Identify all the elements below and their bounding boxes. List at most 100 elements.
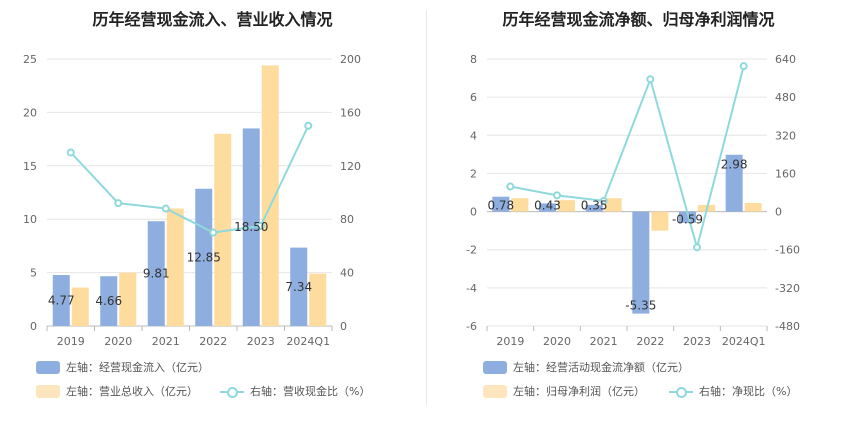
- chart-svg-left: 0 5 10 15 20 25 0 40 80 120 160 200 2019 2020 2021 2022…: [23, 53, 361, 348]
- y-left-tick-label: 20: [23, 106, 37, 119]
- ratio-point: [553, 191, 561, 200]
- y-left-tick-label: 0: [470, 206, 477, 219]
- ratio-line: [70, 125, 310, 234]
- legend-label: 右轴：净现比（%）: [699, 385, 798, 398]
- legend-label: 右轴：营收现金比（%）: [250, 385, 371, 398]
- bar-series-2: [511, 198, 529, 212]
- x-tick-label: 2020: [543, 335, 571, 348]
- y-right-tick-label: 640: [775, 53, 796, 66]
- bar-series-1: [539, 203, 556, 212]
- chart-panel-left: 历年经营现金流入、营业收入情况 0 5 10 15 20 25 0 40 80 120 160 200…: [23, 10, 370, 399]
- bar-data-label: 9.81: [143, 267, 170, 281]
- bar-series-2: [558, 200, 575, 212]
- y-right-tick-label: 0: [775, 206, 782, 219]
- y-left-tick-label: -6: [466, 320, 477, 333]
- y-right-tick-label: -480: [775, 320, 800, 333]
- bar-series-1: [492, 196, 510, 212]
- legend-swatch-line: [220, 385, 244, 398]
- x-tick-label: 2022: [636, 335, 664, 348]
- y-left-tick-label: 5: [30, 267, 37, 280]
- bar-series-2: [651, 211, 669, 231]
- ratio-point: [693, 243, 701, 252]
- bar-series-2: [604, 198, 622, 212]
- bar-series-1: [679, 211, 696, 223]
- ratio-point: [599, 196, 608, 205]
- y-left-tick-label: 10: [23, 213, 37, 226]
- y-right-tick-label: 80: [340, 213, 354, 226]
- bar-series-1: [52, 275, 70, 326]
- x-tick-label: 2019: [57, 335, 85, 348]
- y-left-tick-label: 4: [470, 129, 477, 142]
- ratio-point: [161, 204, 170, 213]
- ratio-point: [506, 182, 515, 191]
- bar-series-2: [744, 202, 762, 212]
- ratio-point: [66, 148, 75, 157]
- y-left-tick-label: 15: [23, 160, 37, 173]
- x-tick-label: 2024Q1: [286, 335, 330, 348]
- y-right-tick-label: 160: [340, 106, 361, 119]
- legend-label: 左轴：归母净利润（亿元）: [513, 385, 645, 398]
- y-right-tick-label: 120: [340, 160, 361, 173]
- y-right-tick-label: 200: [340, 53, 361, 66]
- bar-data-label: 7.34: [285, 280, 312, 294]
- legend-swatch-blue: [483, 360, 507, 374]
- ratio-point: [739, 62, 748, 71]
- bar-series-2: [261, 65, 279, 327]
- chart-title-right: 历年经营现金流净额、归母净利润情况: [502, 10, 775, 29]
- y-right-tick-label: 320: [775, 129, 796, 142]
- bar-series-2: [309, 273, 327, 326]
- bar-data-label: -5.35: [625, 299, 656, 313]
- legend-item-cash-inflow[interactable]: 左轴：经营现金流入（亿元）: [36, 359, 209, 375]
- ratio-point: [114, 199, 123, 208]
- legend-swatch-orange: [36, 384, 60, 398]
- ratio-point: [304, 121, 313, 130]
- bar-series-2: [214, 133, 232, 326]
- bar-series-1: [290, 247, 308, 326]
- y-left-tick-label: 25: [23, 53, 37, 66]
- legend-item-ratio[interactable]: 右轴：营收现金比（%）: [220, 383, 370, 399]
- bar-data-label: 2.98: [721, 158, 748, 172]
- ratio-point: [209, 228, 218, 237]
- ratio-point: [256, 221, 265, 230]
- bar-data-label: -0.59: [672, 213, 703, 227]
- x-tick-label: 2024Q1: [722, 335, 766, 348]
- legend-item-revenue[interactable]: 左轴：营业总收入（亿元）: [36, 383, 198, 399]
- x-tick-label: 2021: [152, 335, 180, 348]
- ratio-point: [646, 75, 655, 84]
- chart-svg-right: -6 -4 -2 0 2 4 6 8 -480 -320 -160 0 160 320 480 640 2019…: [466, 53, 800, 348]
- bar-data-label: 0.78: [487, 199, 514, 213]
- bar-data-label: 4.77: [48, 294, 75, 308]
- legend-swatch-line: [669, 385, 693, 398]
- x-tick-label: 2023: [247, 335, 275, 348]
- chart-title-left: 历年经营现金流入、营业收入情况: [92, 10, 333, 29]
- bar-series-1: [147, 221, 165, 326]
- bar-series-1: [632, 211, 650, 314]
- y-right-tick-label: 160: [775, 167, 796, 180]
- bar-series-1: [100, 276, 118, 326]
- x-tick-label: 2021: [590, 335, 618, 348]
- x-tick-label: 2022: [199, 335, 227, 348]
- bar-data-label: 4.66: [95, 294, 122, 308]
- legend-label: 左轴：经营现金流入（亿元）: [66, 361, 209, 374]
- bar-series-2: [119, 272, 137, 326]
- legend-swatch-orange: [483, 384, 507, 398]
- legend-item-net-cash[interactable]: 左轴：经营活动现金流净额（亿元）: [483, 359, 689, 375]
- y-left-tick-label: -2: [466, 244, 477, 257]
- bar-data-label: 0.35: [581, 199, 608, 213]
- y-right-tick-label: 40: [340, 267, 354, 280]
- x-tick-label: 2023: [683, 335, 711, 348]
- bar-series-1: [725, 154, 743, 212]
- ratio-line: [510, 65, 745, 252]
- y-left-tick-label: -4: [466, 282, 477, 295]
- legend-label: 左轴：经营活动现金流净额（亿元）: [513, 361, 689, 374]
- bar-series-2: [71, 287, 89, 326]
- legend-swatch-blue: [36, 360, 60, 374]
- legend-item-net-profit[interactable]: 左轴：归母净利润（亿元）: [483, 383, 645, 399]
- y-left-tick-label: 6: [470, 91, 477, 104]
- y-left-tick-label: 0: [30, 320, 37, 333]
- bar-data-label: 18.50: [234, 220, 268, 234]
- y-right-tick-label: -320: [775, 282, 800, 295]
- y-right-tick-label: -160: [775, 244, 800, 257]
- y-left-tick-label: 8: [470, 53, 477, 66]
- legend-item-net-ratio[interactable]: 右轴：净现比（%）: [669, 383, 797, 399]
